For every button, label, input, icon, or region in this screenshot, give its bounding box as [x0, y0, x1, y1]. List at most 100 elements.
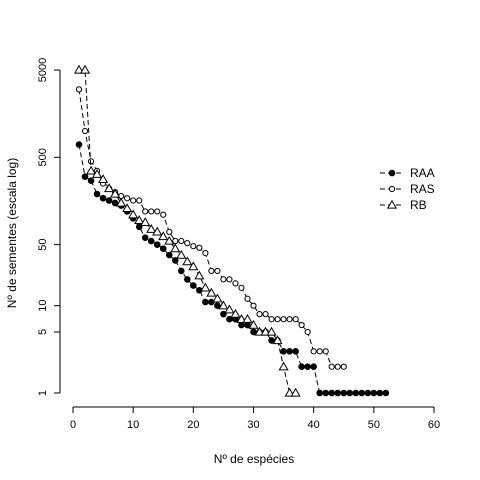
data-point — [146, 224, 157, 233]
data-point — [376, 389, 384, 397]
data-point — [214, 267, 221, 275]
data-point — [79, 64, 91, 74]
data-point — [250, 302, 257, 309]
data-point — [242, 313, 253, 323]
data-point — [154, 208, 161, 215]
data-point — [98, 174, 109, 183]
series-line — [78, 144, 386, 394]
data-point — [352, 389, 360, 397]
data-point — [226, 276, 233, 283]
data-point — [81, 173, 89, 180]
axes: 0 10 20 30 40 50 60 1 5 10 50 500 5000 — [37, 58, 440, 431]
data-point — [93, 190, 101, 198]
data-point — [256, 311, 263, 318]
legend-item: RAA — [380, 166, 435, 180]
x-axis-title: Nº de espécies — [214, 452, 294, 466]
data-point — [298, 363, 305, 371]
data-point — [334, 389, 342, 397]
data-point — [278, 361, 289, 371]
data-point — [73, 64, 85, 74]
data-point — [140, 217, 151, 227]
y-tick-label: 500 — [37, 148, 49, 166]
data-point — [124, 195, 131, 202]
data-point — [158, 231, 169, 241]
data-point — [268, 316, 275, 323]
data-point — [171, 257, 179, 264]
data-point — [159, 245, 167, 252]
legend-item: RAS — [380, 182, 435, 196]
data-point — [202, 298, 209, 306]
data-point — [164, 235, 175, 245]
data-point — [364, 389, 372, 397]
data-point — [75, 141, 83, 148]
data-point — [170, 243, 181, 253]
series-layer — [73, 64, 390, 397]
data-point — [85, 165, 97, 175]
data-point — [358, 389, 366, 397]
data-point — [75, 86, 83, 93]
data-point — [280, 316, 287, 323]
data-point — [304, 363, 311, 371]
data-point — [328, 363, 335, 370]
data-point — [178, 267, 185, 275]
data-point — [166, 228, 173, 235]
legend-label: RB — [410, 198, 427, 212]
legend-marker — [388, 185, 396, 193]
data-point — [214, 302, 221, 309]
data-point — [290, 387, 301, 397]
data-point — [310, 363, 317, 371]
data-point — [196, 244, 203, 251]
data-point — [334, 363, 341, 370]
y-tick-label: 1 — [37, 390, 49, 396]
data-point — [190, 282, 197, 289]
x-tick-label: 50 — [368, 419, 380, 431]
data-point — [370, 389, 378, 397]
data-point — [262, 311, 269, 318]
data-point — [184, 276, 191, 283]
data-point — [238, 284, 245, 291]
data-point — [190, 243, 197, 250]
data-point — [128, 209, 139, 219]
legend-marker — [386, 199, 398, 209]
data-point — [292, 348, 299, 355]
data-point — [81, 127, 89, 135]
data-point — [147, 237, 155, 245]
data-point — [322, 389, 330, 397]
series-line — [79, 69, 296, 394]
data-point — [188, 261, 199, 271]
data-point — [134, 215, 145, 224]
y-tick-label: 50 — [37, 239, 49, 251]
data-point — [248, 319, 259, 329]
data-point — [284, 387, 295, 397]
data-point — [165, 251, 173, 259]
data-point — [116, 197, 127, 207]
data-point — [160, 211, 167, 218]
data-point — [206, 287, 217, 297]
data-point — [272, 335, 283, 345]
data-point — [340, 389, 348, 397]
data-point — [232, 280, 239, 287]
y-tick-label: 5000 — [37, 58, 49, 82]
data-point — [340, 363, 347, 370]
data-point — [224, 304, 235, 314]
data-point — [346, 389, 354, 397]
x-tick-label: 0 — [70, 419, 76, 431]
data-point — [99, 194, 107, 202]
data-point — [238, 321, 245, 329]
x-tick-label: 10 — [127, 419, 139, 431]
data-point — [254, 326, 265, 336]
legend: RAA RAS RB — [380, 166, 435, 212]
data-point — [218, 300, 229, 310]
data-point — [200, 282, 211, 292]
data-point — [212, 293, 223, 303]
data-point — [266, 326, 277, 336]
data-point — [274, 316, 281, 323]
data-point — [220, 276, 227, 283]
data-point — [194, 270, 205, 280]
data-point — [184, 240, 191, 247]
data-point — [92, 169, 103, 178]
data-point — [230, 308, 241, 318]
legend-label: RAA — [410, 166, 435, 180]
series-ras — [75, 86, 347, 370]
